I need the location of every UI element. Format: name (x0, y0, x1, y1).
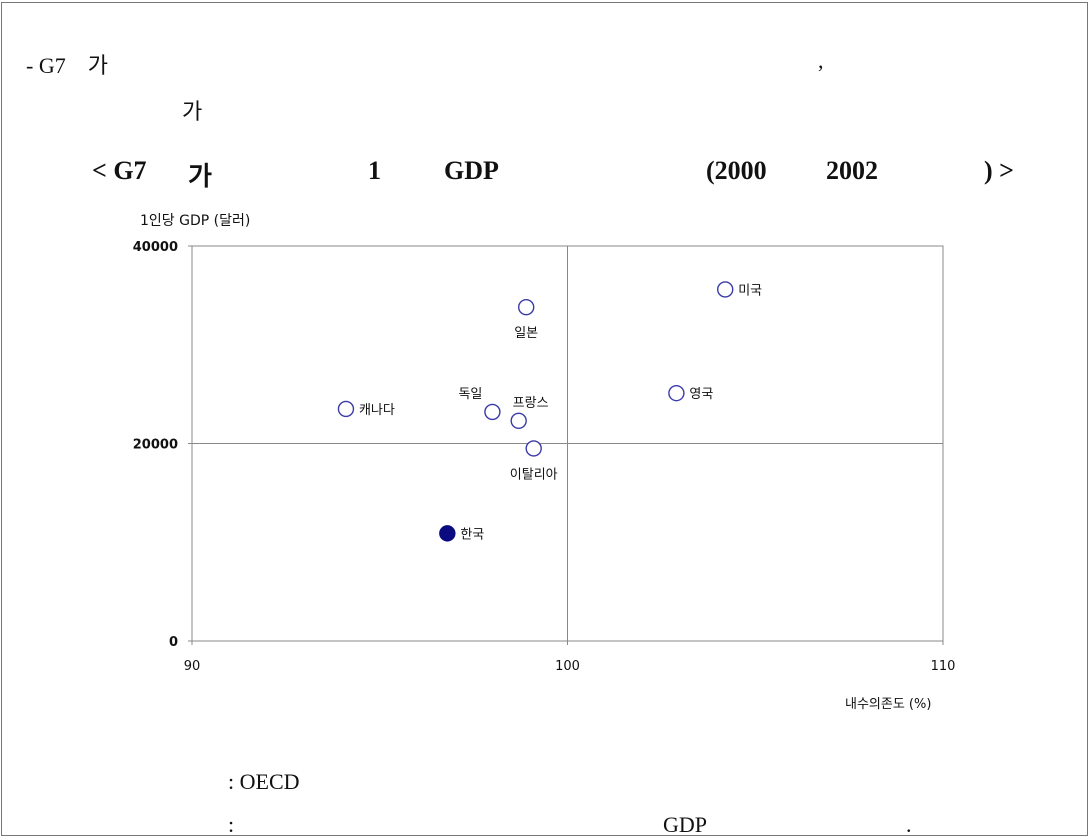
data-label: 미국 (738, 283, 762, 298)
intro-line-2: 가 (182, 99, 203, 124)
intro-line-1: - G7 가 (26, 53, 108, 78)
title-part-4: GDP (444, 156, 499, 185)
data-point (484, 403, 501, 421)
data-label: 캐나다 (359, 403, 395, 418)
x-tick-label: 110 (931, 659, 956, 674)
data-point (439, 525, 456, 542)
data-label: 이탈리아 (510, 467, 558, 482)
x-axis-label: 내수의존도 (%) (845, 697, 931, 712)
data-label: 독일 (458, 387, 482, 402)
title-part-1: < G7 (92, 156, 147, 185)
title-part-6: 2002 (826, 156, 878, 185)
title-part-7: ) > (984, 156, 1014, 185)
data-point (510, 412, 527, 429)
data-label: 한국 (460, 527, 484, 542)
x-tick-label: 100 (555, 659, 580, 674)
y-axis-label: 1인당 GDP (달러) (140, 213, 250, 229)
source-note: : OECD (228, 769, 300, 794)
data-point (717, 281, 734, 298)
data-label: 일본 (514, 326, 538, 341)
data-point (668, 384, 685, 402)
data-label: 프랑스 (513, 396, 549, 411)
title-part-2: 가 (188, 162, 212, 191)
footnote-gdp: GDP (663, 812, 708, 837)
y-tick-label: 40000 (133, 240, 178, 255)
data-point (525, 440, 542, 457)
data-point (337, 400, 355, 418)
title-part-5: (2000 (706, 156, 767, 185)
data-point (517, 299, 535, 316)
chart-title: < G7 가 1 GDP (2000 2002 ) > (92, 156, 1014, 396)
y-tick-label: 20000 (133, 438, 178, 453)
title-part-3: 1 (368, 156, 381, 185)
data-label: 영국 (689, 387, 713, 402)
footnote-prefix: : (228, 812, 235, 837)
footnote-period: . (906, 812, 912, 837)
intro-line-1-comma: , (818, 48, 824, 73)
x-tick-label: 90 (184, 659, 201, 674)
y-tick-label: 0 (169, 635, 178, 650)
